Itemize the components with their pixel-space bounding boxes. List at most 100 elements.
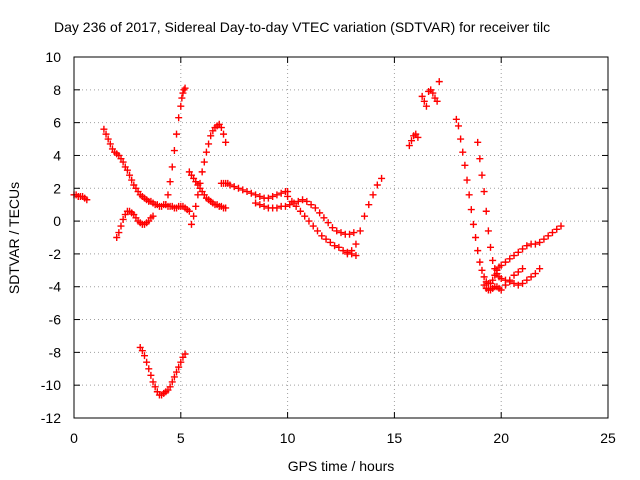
y-tick-label: 4 xyxy=(53,147,61,163)
data-point xyxy=(519,265,527,273)
series-arc-6 xyxy=(185,168,230,212)
y-tick-labels: -12 -10 -8 -6 -4 -2 0 2 4 6 8 10 xyxy=(41,49,61,426)
data-point xyxy=(168,378,176,386)
data-point xyxy=(510,279,518,287)
data-point xyxy=(168,163,176,171)
data-point xyxy=(457,135,465,143)
data-point xyxy=(305,217,313,225)
data-point xyxy=(299,196,307,204)
data-point xyxy=(217,124,225,132)
data-point xyxy=(166,383,174,391)
data-point xyxy=(465,191,473,199)
x-tick-label: 20 xyxy=(493,430,509,446)
data-point xyxy=(166,178,174,186)
series-arc-12 xyxy=(405,130,422,150)
data-point xyxy=(531,240,539,248)
data-point xyxy=(301,212,309,220)
data-point xyxy=(523,242,531,250)
data-point xyxy=(117,222,125,230)
data-point xyxy=(273,204,281,212)
data-layer xyxy=(70,78,565,399)
data-point xyxy=(491,265,499,273)
data-point xyxy=(472,234,480,241)
data-point xyxy=(260,202,268,210)
data-point xyxy=(222,204,230,212)
data-point xyxy=(151,383,159,391)
data-point xyxy=(140,352,148,360)
data-point xyxy=(369,191,377,199)
data-point xyxy=(145,365,153,373)
data-point xyxy=(181,84,189,92)
data-point xyxy=(514,248,522,256)
data-point xyxy=(454,122,462,130)
data-point xyxy=(180,86,188,94)
data-point xyxy=(510,252,518,260)
data-point xyxy=(115,229,123,237)
data-point xyxy=(322,235,330,243)
data-point xyxy=(484,227,492,235)
data-point xyxy=(177,358,185,366)
data-point xyxy=(557,222,565,230)
data-point xyxy=(405,142,413,150)
data-point xyxy=(536,238,544,246)
data-point xyxy=(476,258,484,266)
data-point xyxy=(296,207,304,215)
x-axis-label: GPS time / hours xyxy=(288,458,395,474)
data-point xyxy=(102,130,110,138)
chart-title: Day 236 of 2017, Sidereal Day-to-day VTE… xyxy=(54,19,550,35)
series-arc-2 xyxy=(100,125,193,215)
series-arc-3 xyxy=(113,207,157,241)
data-point xyxy=(320,214,328,222)
data-point xyxy=(365,201,373,209)
data-point xyxy=(474,247,482,255)
data-point xyxy=(256,201,264,209)
data-point xyxy=(482,207,490,215)
x-tick-label: 5 xyxy=(177,430,185,446)
data-point xyxy=(226,181,234,189)
data-point xyxy=(514,268,522,276)
data-point xyxy=(452,115,460,123)
data-point xyxy=(378,174,386,182)
y-tick-label: -8 xyxy=(49,344,62,360)
y-tick-label: -10 xyxy=(41,377,61,393)
series-arc-15 xyxy=(474,138,544,289)
data-point xyxy=(230,183,238,191)
data-point xyxy=(198,168,206,176)
data-point xyxy=(100,125,108,133)
data-point xyxy=(181,350,189,358)
data-point xyxy=(192,202,200,210)
data-point xyxy=(288,197,296,205)
data-point xyxy=(202,148,210,156)
data-point xyxy=(104,135,112,143)
data-point xyxy=(480,188,488,196)
data-point xyxy=(527,273,535,281)
data-point xyxy=(190,212,198,220)
data-point xyxy=(123,166,131,174)
y-axis-label: SDTVAR / TECUs xyxy=(6,182,22,294)
data-point xyxy=(476,155,484,163)
data-point xyxy=(478,266,486,274)
data-point xyxy=(343,250,351,258)
data-point xyxy=(514,281,522,289)
data-point xyxy=(467,206,475,214)
series-arc-8 xyxy=(217,179,292,202)
y-tick-label: -12 xyxy=(41,410,61,426)
data-point xyxy=(239,186,247,194)
data-point xyxy=(489,256,497,264)
data-point xyxy=(126,171,134,179)
data-point xyxy=(170,147,178,155)
data-point xyxy=(350,229,358,237)
data-point xyxy=(187,220,195,228)
series-arc-1 xyxy=(70,191,91,204)
data-point xyxy=(469,220,477,228)
grid-layer xyxy=(74,57,608,418)
data-point xyxy=(194,191,202,199)
tick-layer xyxy=(73,56,609,419)
data-point xyxy=(474,138,482,146)
data-point xyxy=(222,138,230,146)
data-point xyxy=(548,229,556,237)
data-point xyxy=(311,204,319,212)
data-point xyxy=(256,192,264,200)
data-point xyxy=(252,199,260,207)
data-point xyxy=(147,371,155,379)
